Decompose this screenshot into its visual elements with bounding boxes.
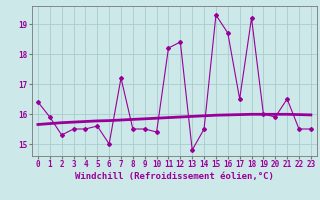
X-axis label: Windchill (Refroidissement éolien,°C): Windchill (Refroidissement éolien,°C) bbox=[75, 172, 274, 181]
